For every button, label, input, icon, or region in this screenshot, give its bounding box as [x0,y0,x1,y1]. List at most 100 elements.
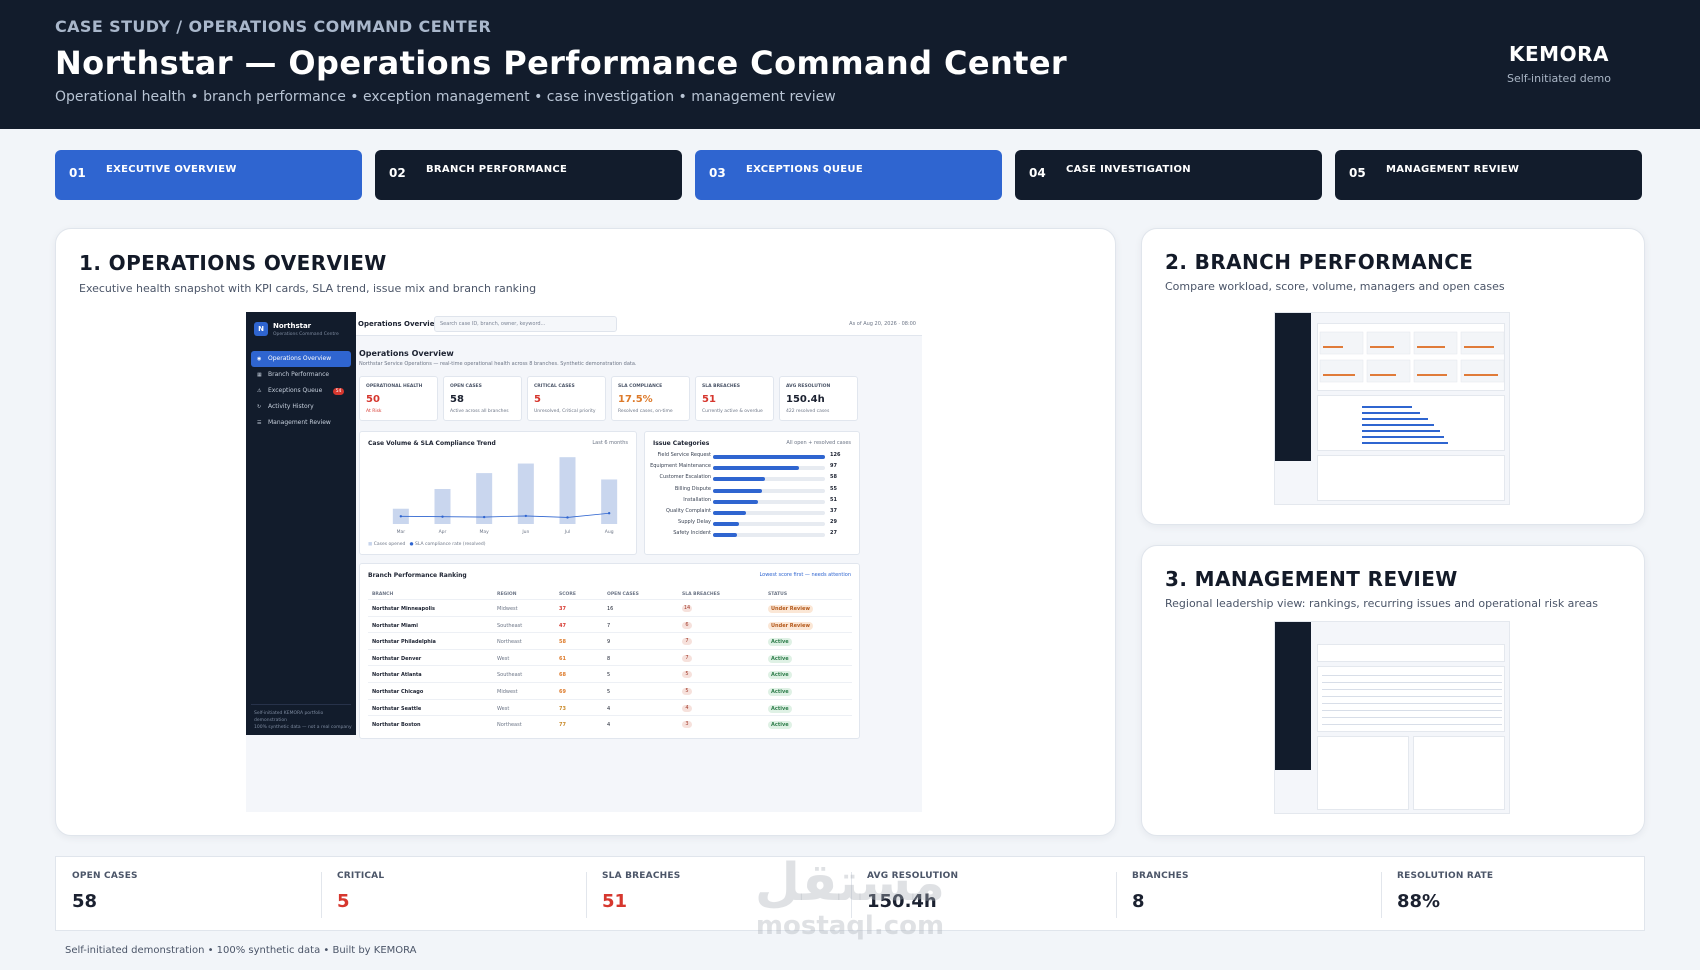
sidebar-item-activity-history[interactable]: ↻ Activity History [251,399,351,415]
kpi-sub: At Risk [366,409,382,414]
divider [1381,872,1382,918]
branch-sla-breaches: 3 [682,721,692,729]
overview-description: Executive health snapshot with KPI cards… [79,282,537,295]
table-row[interactable]: Northstar Miami Southeast 47 7 6 Under Review [368,615,852,633]
tab-number: 04 [1029,166,1046,180]
summary-strip: OPEN CASES 58 CRITICAL 5 SLA BREACHES 51 AV… [55,856,1645,931]
search-input[interactable]: Search case ID, branch, owner, keyword..… [434,316,617,332]
issue-label: Billing Dispute [674,485,711,492]
kpi-card-operational-health: OPERATIONAL HEALTH 50 At Risk [359,376,438,421]
app-logo: N [254,322,268,336]
branch-sla-breaches: 7 [682,654,692,662]
sidebar-item-branch-performance[interactable]: ▦ Branch Performance [251,367,351,383]
branch-region: West [497,705,510,712]
status-badge: Under Review [768,605,814,613]
tab-branch-performance[interactable]: 02 BRANCH PERFORMANCE [375,150,682,200]
issue-value: 55 [830,485,837,492]
issue-bar [713,533,737,538]
branch-score: 61 [559,655,566,662]
branch-name: Northstar Boston [372,722,421,729]
brand-note: Self-initiated demo [1507,72,1611,85]
issue-bar [713,511,746,515]
kpi-sub: Resolved cases, on-time [618,409,673,414]
table-row[interactable]: Northstar Minneapolis Midwest 37 16 14 Under … [368,599,852,616]
issue-track [713,533,825,538]
summary-critical: CRITICAL 5 [321,857,586,932]
branch-score: 47 [559,622,566,629]
status-badge: Active [768,704,792,713]
branch-region: Northeast [497,639,522,646]
trend-tick-label: Apr [439,529,447,535]
tab-number: 03 [709,166,726,180]
target-icon: ◉ [257,356,262,362]
branch-sla-breaches: 14 [682,605,692,612]
page-header: CASE STUDY / OPERATIONS COMMAND CENTER N… [0,0,1700,129]
line-legend-swatch: ● [409,542,414,547]
branch-name: Northstar Minneapolis [372,606,435,612]
sidebar-item-management-review[interactable]: ☰ Management Review [251,415,351,431]
column-header: SCORE [559,592,576,597]
table-row[interactable]: Northstar Atlanta Southeast 68 5 5 Active [368,665,852,682]
trend-bar [601,479,618,524]
branch-region: West [497,655,510,662]
branch-name: Northstar Denver [372,655,422,662]
sla-point [441,515,444,518]
summary-label: RESOLUTION RATE [1397,871,1494,881]
thumb-ranking-bars [1362,406,1448,444]
sidebar-item-operations-overview[interactable]: ◉ Operations Overview [251,351,351,367]
issue-track [713,522,825,527]
branch-score: 77 [559,722,566,729]
table-row[interactable]: Northstar Seattle West 73 4 4 Active [368,698,852,716]
branch-performance-thumbnail[interactable] [1274,312,1510,505]
branch-name: Northstar Philadelphia [372,639,436,646]
tab-exceptions-queue[interactable]: 03 EXCEPTIONS QUEUE [695,150,1002,200]
branch-sla-breaches: 5 [682,688,692,695]
table-row[interactable]: Northstar Boston Northeast 77 4 3 Active [368,715,852,732]
branch-region: Southeast [497,672,523,679]
sla-point [607,512,611,515]
tab-management-review[interactable]: 05 MANAGEMENT REVIEW [1335,150,1642,200]
app-subtitle: Operations Command Centre [273,332,339,337]
thumb-table-rows [1322,675,1502,725]
branch-region: Midwest [497,606,518,612]
table-row[interactable]: Northstar Philadelphia Northeast 58 9 7 Activ… [368,632,852,649]
kpi-sub: Unresolved, Critical priority [534,409,596,414]
kpi-card-critical-cases: CRITICAL CASES 5 Unresolved, Critical prio… [527,376,606,421]
app-page-subtitle: Northstar Service Operations — real-time… [359,361,637,367]
sidebar-item-exceptions-queue[interactable]: ⚠ Exceptions Queue 54 [251,383,351,399]
table-row[interactable]: Northstar Chicago Midwest 69 5 5 Active [368,682,852,699]
tab-executive-overview[interactable]: 01 EXECUTIVE OVERVIEW [55,150,362,200]
issue-label: Equipment Maintenance [650,463,711,470]
summary-value: 51 [602,891,628,912]
branch-open-cases: 4 [607,705,611,712]
app-page-title: Operations Overview [359,349,454,358]
header-eyebrow: CASE STUDY / OPERATIONS COMMAND CENTER [55,17,492,36]
issue-label: Quality Complaint [665,508,711,514]
tab-case-investigation[interactable]: 04 CASE INVESTIGATION [1015,150,1322,200]
tab-number: 01 [69,166,86,180]
panel-title: Branch Performance Ranking [368,572,467,579]
branch-score: 69 [559,689,566,695]
warning-icon: ⚠ [257,388,262,394]
table-row[interactable]: Northstar Denver West 61 8 7 Active [368,648,852,666]
panel-note: Lowest score first — needs attention [759,572,851,578]
sidebar-footer-line: demonstration [254,718,287,723]
status-badge: Active [768,721,792,730]
trend-tick-label: Aug [605,529,614,535]
trend-tick-label: Mar [397,529,406,535]
panel-title: Case Volume & SLA Compliance Trend [368,440,496,447]
issue-track [713,466,825,471]
issue-value: 58 [830,474,837,481]
page-title: Northstar — Operations Performance Comma… [55,44,1068,82]
issue-categories-panel: Issue Categories All open + resolved cas… [644,431,860,555]
tab-number: 02 [389,166,406,180]
management-review-thumbnail[interactable] [1274,621,1510,814]
status-badge: Under Review [768,621,814,630]
review-card-title: 3. MANAGEMENT REVIEW [1165,567,1458,591]
kpi-label: SLA BREACHES [702,384,740,389]
panel-note: All open + resolved cases [786,440,851,446]
branch-region: Northeast [497,722,522,729]
trend-tick-label: Jul [564,529,570,535]
sidebar-footer: Self-initiated KEMORA portfolio demonstra… [254,710,352,731]
issue-value: 29 [830,519,837,526]
